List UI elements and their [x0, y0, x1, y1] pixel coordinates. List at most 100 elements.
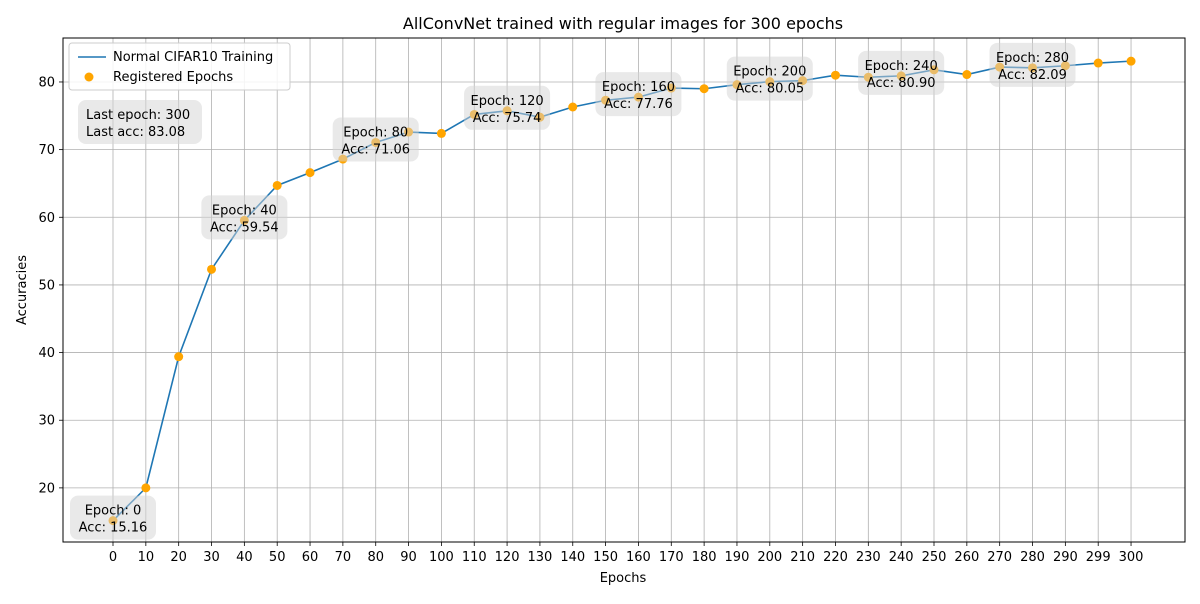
- legend-label-line: Normal CIFAR10 Training: [113, 50, 273, 65]
- y-tick-label: 30: [38, 414, 55, 429]
- x-axis-label: Epochs: [600, 571, 647, 586]
- annotation-box: [595, 72, 682, 117]
- annotation-box: [726, 56, 813, 101]
- annotation-line1: Epoch: 120: [471, 94, 544, 109]
- annotation-line1: Last epoch: 300: [86, 108, 190, 123]
- y-tick-label: 50: [38, 278, 55, 293]
- x-tick-label: 100: [429, 550, 454, 565]
- x-tick-label: 300: [1119, 550, 1144, 565]
- y-tick-label: 60: [38, 211, 55, 226]
- annotation-line1: Epoch: 80: [343, 125, 408, 140]
- annotation-box: [78, 100, 202, 144]
- x-tick-label: 170: [659, 550, 684, 565]
- x-tick-label: 220: [823, 550, 848, 565]
- x-tick-label: 210: [790, 550, 815, 565]
- annotation: Epoch: 240 Acc: 80.90: [858, 50, 945, 95]
- data-point: [272, 180, 282, 190]
- annotation-line2: Acc: 71.06: [341, 142, 410, 157]
- annotation: Epoch: 80 Acc: 71.06: [332, 117, 419, 162]
- y-tick-label: 20: [38, 481, 55, 496]
- x-tick-label: 120: [495, 550, 520, 565]
- x-tick-label: 280: [1020, 550, 1045, 565]
- x-tick-label: 40: [236, 550, 253, 565]
- annotation-box: [464, 85, 551, 130]
- x-tick-label: 240: [889, 550, 914, 565]
- annotation-line2: Acc: 15.16: [79, 521, 148, 536]
- annotation: Epoch: 0 Acc: 15.16: [70, 495, 156, 540]
- data-point: [1126, 56, 1136, 66]
- x-tick-label: 10: [138, 550, 155, 565]
- annotation-line2: Acc: 80.05: [735, 82, 804, 97]
- x-tick-label: 200: [757, 550, 782, 565]
- annotation: Epoch: 280 Acc: 82.09: [989, 42, 1076, 87]
- y-tick-label: 80: [38, 75, 55, 90]
- data-point: [207, 264, 217, 274]
- annotation: Epoch: 200 Acc: 80.05: [726, 56, 813, 101]
- annotation-line1: Epoch: 200: [733, 65, 806, 80]
- x-tick-label: 50: [269, 550, 286, 565]
- data-point: [141, 483, 151, 493]
- x-tick-label: 150: [593, 550, 618, 565]
- annotation-line1: Epoch: 240: [865, 59, 938, 74]
- x-tick-label: 130: [528, 550, 553, 565]
- data-point: [436, 128, 446, 138]
- series-line: [112, 60, 1132, 522]
- points-layer: [108, 56, 1136, 526]
- x-tick-label: 160: [626, 550, 651, 565]
- annotation-box: [858, 50, 945, 95]
- x-tick-label: 290: [1053, 550, 1078, 565]
- annotation-box: [201, 195, 288, 240]
- annotation-line1: Epoch: 280: [996, 51, 1069, 66]
- series-layer: [112, 60, 1132, 522]
- data-point: [962, 70, 972, 80]
- annotation: Last epoch: 300 Last acc: 83.08: [78, 100, 202, 144]
- annotation-line2: Acc: 80.90: [867, 76, 936, 91]
- x-tick-label: 110: [462, 550, 487, 565]
- x-tick-label: 20: [170, 550, 187, 565]
- y-tick-label: 40: [38, 346, 55, 361]
- y-axis-label: Accuracies: [15, 255, 30, 325]
- x-tick-label: 270: [987, 550, 1012, 565]
- annotation-line2: Acc: 77.76: [604, 97, 673, 112]
- chart-title: AllConvNet trained with regular images f…: [403, 14, 843, 33]
- x-tick-label: 60: [302, 550, 319, 565]
- annotation-line2: Last acc: 83.08: [86, 125, 185, 140]
- legend-dot-swatch: [84, 72, 94, 82]
- x-tick-label: 180: [692, 550, 717, 565]
- annotation: Epoch: 160 Acc: 77.76: [595, 72, 682, 117]
- x-tick-label: 190: [725, 550, 750, 565]
- legend-box: [68, 42, 291, 91]
- data-point: [174, 352, 184, 362]
- annotation-line1: Epoch: 160: [602, 80, 675, 95]
- x-tick-label: 260: [954, 550, 979, 565]
- data-point: [830, 70, 840, 80]
- annotation: Epoch: 40 Acc: 59.54: [201, 195, 288, 240]
- annotation-box: [70, 495, 156, 540]
- x-tick-label: 70: [335, 550, 352, 565]
- data-point: [699, 84, 709, 94]
- annotation-line2: Acc: 82.09: [998, 68, 1067, 83]
- data-point: [568, 102, 578, 112]
- annotation: Epoch: 120 Acc: 75.74: [464, 85, 551, 130]
- data-point: [1093, 58, 1103, 68]
- annotation-line1: Epoch: 0: [85, 504, 142, 519]
- x-tick-label: 90: [400, 550, 417, 565]
- annotation-line2: Acc: 75.74: [473, 111, 542, 126]
- x-tick-label: 299: [1086, 550, 1111, 565]
- x-tick-label: 140: [560, 550, 585, 565]
- annotation-box: [989, 42, 1076, 87]
- legend-label-scatter: Registered Epochs: [113, 70, 233, 85]
- annotation-line1: Epoch: 40: [212, 203, 277, 218]
- x-tick-label: 30: [203, 550, 220, 565]
- plot-frame: [62, 37, 1186, 543]
- legend: Normal CIFAR10 Training Registered Epoch…: [68, 42, 291, 91]
- y-tick-label: 70: [38, 143, 55, 158]
- annotation-line2: Acc: 59.54: [210, 220, 279, 235]
- x-tick-label: 230: [856, 550, 881, 565]
- annotation-box: [332, 117, 419, 162]
- x-tick-label: 80: [367, 550, 384, 565]
- data-point: [305, 168, 315, 178]
- ticks-layer: 0 10 20 30 40 50 60 70 80 90 100 110 120 130 140 150 160…: [38, 75, 1143, 565]
